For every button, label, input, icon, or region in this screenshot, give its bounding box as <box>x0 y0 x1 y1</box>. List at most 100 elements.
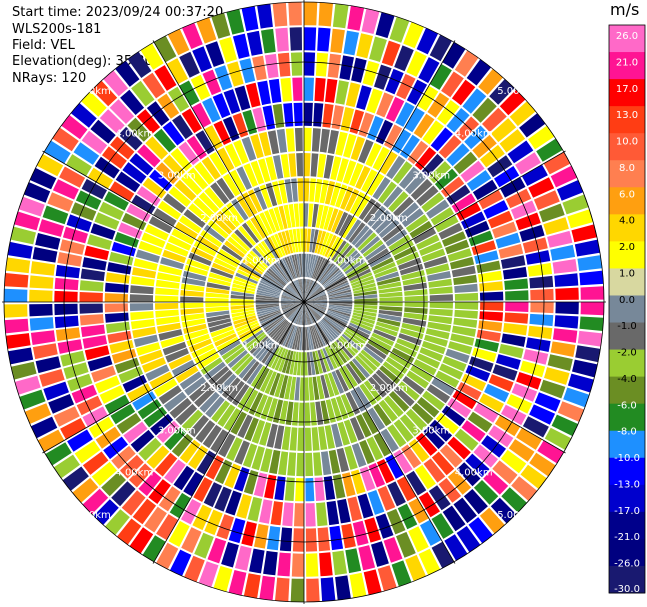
velocity-gate <box>141 357 167 373</box>
velocity-gate <box>222 116 240 142</box>
velocity-gate <box>213 257 237 272</box>
velocity-gate <box>136 109 161 134</box>
velocity-gate <box>338 214 353 237</box>
velocity-gate <box>189 382 211 402</box>
velocity-gate <box>383 537 403 563</box>
velocity-gate <box>236 195 253 218</box>
velocity-gate <box>378 309 403 317</box>
velocity-gate <box>550 244 576 261</box>
velocity-gate <box>60 350 86 367</box>
velocity-gate <box>507 140 534 164</box>
velocity-gate <box>325 277 347 291</box>
velocity-gate <box>285 302 304 317</box>
velocity-gate <box>358 545 376 571</box>
velocity-gate <box>323 476 336 501</box>
velocity-gate <box>99 385 125 404</box>
velocity-gate <box>318 426 328 450</box>
velocity-gate <box>316 260 330 281</box>
velocity-gate <box>319 179 329 204</box>
velocity-gate <box>292 528 304 552</box>
velocity-gate <box>383 186 403 208</box>
velocity-gate <box>575 345 601 363</box>
velocity-gate <box>102 146 127 169</box>
velocity-gate <box>394 45 414 72</box>
velocity-gate <box>375 119 394 145</box>
velocity-gate <box>132 267 157 279</box>
velocity-gate <box>262 105 276 130</box>
velocity-gate <box>323 271 343 287</box>
velocity-gate <box>297 178 304 202</box>
velocity-gate <box>212 93 231 119</box>
velocity-gate <box>387 424 407 448</box>
velocity-gate <box>296 279 304 302</box>
velocity-gate <box>365 343 387 360</box>
velocity-gate <box>153 208 177 227</box>
velocity-gate <box>290 52 303 76</box>
velocity-gate <box>447 248 472 262</box>
velocity-gate <box>184 264 208 276</box>
velocity-gate <box>317 349 327 373</box>
velocity-gate <box>180 296 204 302</box>
velocity-gate <box>327 309 350 319</box>
velocity-gate <box>18 196 45 217</box>
velocity-gate <box>127 51 152 78</box>
velocity-gate <box>293 351 299 376</box>
velocity-gate <box>289 283 304 302</box>
velocity-gate <box>162 121 185 146</box>
velocity-gate <box>354 298 378 302</box>
velocity-gate <box>132 326 157 339</box>
velocity-gate <box>427 271 451 282</box>
velocity-gate <box>543 152 571 175</box>
velocity-gate <box>522 416 549 438</box>
velocity-gate <box>230 291 255 297</box>
velocity-gate <box>322 317 342 334</box>
velocity-gate <box>418 57 440 84</box>
velocity-gate <box>304 302 326 312</box>
velocity-gate <box>310 402 317 426</box>
colorbar-segment <box>609 322 645 351</box>
velocity-gate <box>284 257 295 279</box>
velocity-gate <box>305 427 312 451</box>
velocity-gate <box>111 445 136 470</box>
velocity-gate <box>270 501 283 526</box>
velocity-gate <box>230 232 251 252</box>
velocity-gate <box>429 302 453 309</box>
velocity-gate <box>396 251 420 266</box>
velocity-gate <box>254 523 269 549</box>
velocity-gate <box>363 346 384 364</box>
velocity-gate <box>310 325 319 349</box>
velocity-gate <box>327 345 341 368</box>
velocity-gate <box>260 278 283 291</box>
velocity-gate <box>398 257 422 271</box>
velocity-gate <box>191 102 212 128</box>
colorbar-segment <box>609 538 645 567</box>
velocity-gate <box>328 294 352 300</box>
velocity-gate <box>449 256 475 270</box>
velocity-gate <box>202 424 222 449</box>
velocity-gate <box>379 296 403 302</box>
velocity-gate <box>466 59 491 86</box>
velocity-gate <box>305 253 309 277</box>
velocity-gate <box>53 406 80 427</box>
velocity-gate <box>404 107 425 133</box>
velocity-gate <box>59 166 86 188</box>
range-ring-label: 3.00km <box>158 425 196 436</box>
velocity-gate <box>259 369 274 393</box>
velocity-gate <box>323 154 334 179</box>
velocity-gate <box>315 52 329 77</box>
colorbar-tick-label: -1.0 <box>617 321 637 332</box>
velocity-gate <box>311 256 321 279</box>
velocity-gate <box>331 371 345 394</box>
velocity-gate <box>550 341 576 357</box>
velocity-gate <box>304 153 311 177</box>
velocity-gate <box>369 252 392 268</box>
velocity-gate <box>552 259 578 274</box>
velocity-gate <box>408 526 429 553</box>
velocity-gate <box>221 542 239 568</box>
velocity-gate <box>473 480 499 505</box>
velocity-gate <box>181 313 205 322</box>
velocity-gate <box>345 363 362 385</box>
velocity-gate <box>481 435 506 458</box>
velocity-gate <box>130 319 155 330</box>
range-ring-label: 1.00km <box>243 340 281 351</box>
